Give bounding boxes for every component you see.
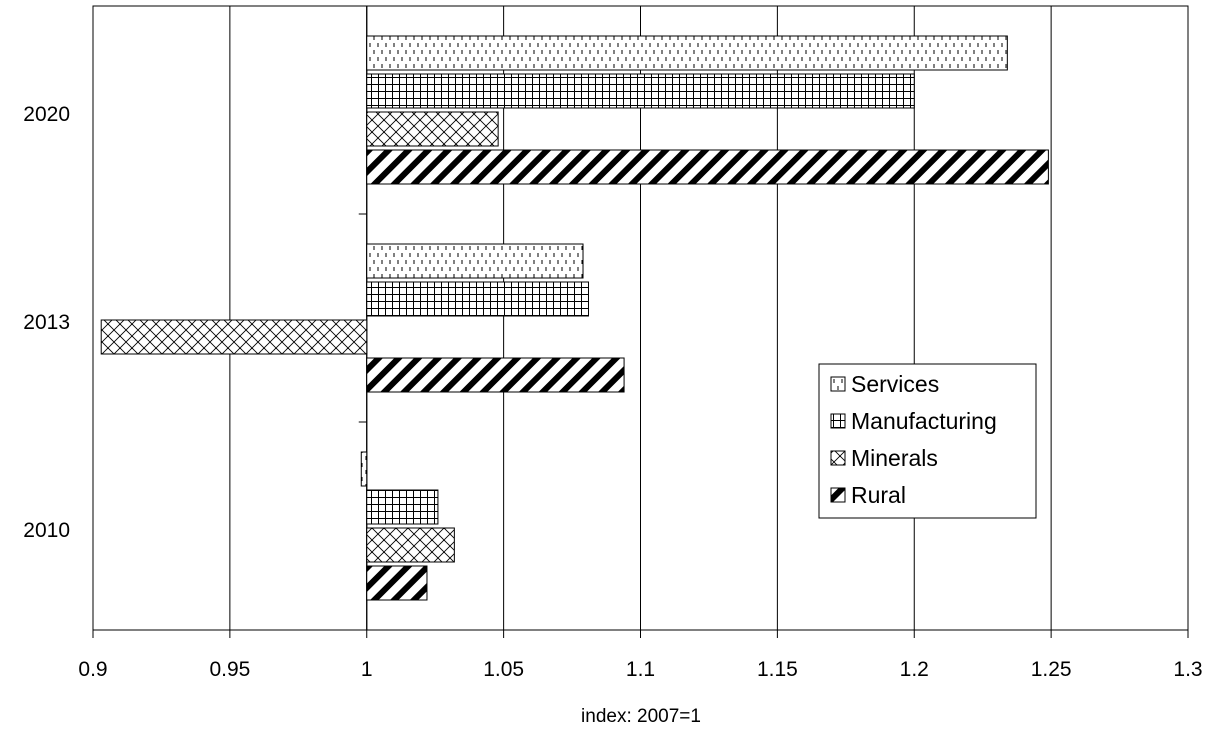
legend-swatch-minerals (830, 450, 846, 466)
bar-minerals (366, 111, 499, 147)
bar-services (366, 243, 584, 279)
x-tick-label: 1.1 (626, 658, 655, 681)
legend-label-manufacturing: Manufacturing (851, 408, 997, 434)
x-tick-label: 1 (361, 658, 373, 681)
bar-rural (366, 565, 428, 601)
x-axis-title: index: 2007=1 (581, 706, 701, 727)
y-tick-label: 2010 (23, 519, 70, 542)
x-tick-label: 0.9 (78, 658, 107, 681)
x-tick-label: 1.3 (1173, 658, 1202, 681)
legend-swatch-manufacturing (830, 413, 846, 429)
x-tick-label: 1.2 (900, 658, 929, 681)
legend-swatch-services (830, 376, 846, 392)
x-tick-label: 1.15 (757, 658, 798, 681)
legend-label-rural: Rural (851, 482, 906, 508)
bar-minerals (100, 319, 368, 355)
legend-label-services: Services (851, 371, 939, 397)
legend-label-minerals: Minerals (851, 445, 938, 471)
plot-area: 0.9 0.95 1 1.05 1.1 1.15 1.2 1.25 1.3 2010 2013 202… (23, 5, 1203, 681)
bar-manufacturing (366, 73, 915, 109)
bar-rural (366, 149, 1049, 185)
plot-frame (92, 5, 1189, 631)
bar-services (366, 35, 1008, 71)
legend-box (818, 363, 1037, 519)
legend: Services Manufacturing Minerals Rural (818, 363, 1037, 519)
bar-manufacturing (366, 281, 589, 317)
x-tick-label: 0.95 (209, 658, 250, 681)
legend-swatch-rural (830, 487, 846, 503)
x-tick-label: 1.05 (483, 658, 524, 681)
bar-rural (366, 357, 625, 393)
x-tick-label: 1.25 (1031, 658, 1072, 681)
y-tick-label: 2020 (23, 103, 70, 126)
bar-minerals (366, 527, 455, 563)
y-tick-label: 2013 (23, 311, 70, 334)
bar-manufacturing (366, 489, 439, 525)
bar-services (360, 451, 368, 487)
